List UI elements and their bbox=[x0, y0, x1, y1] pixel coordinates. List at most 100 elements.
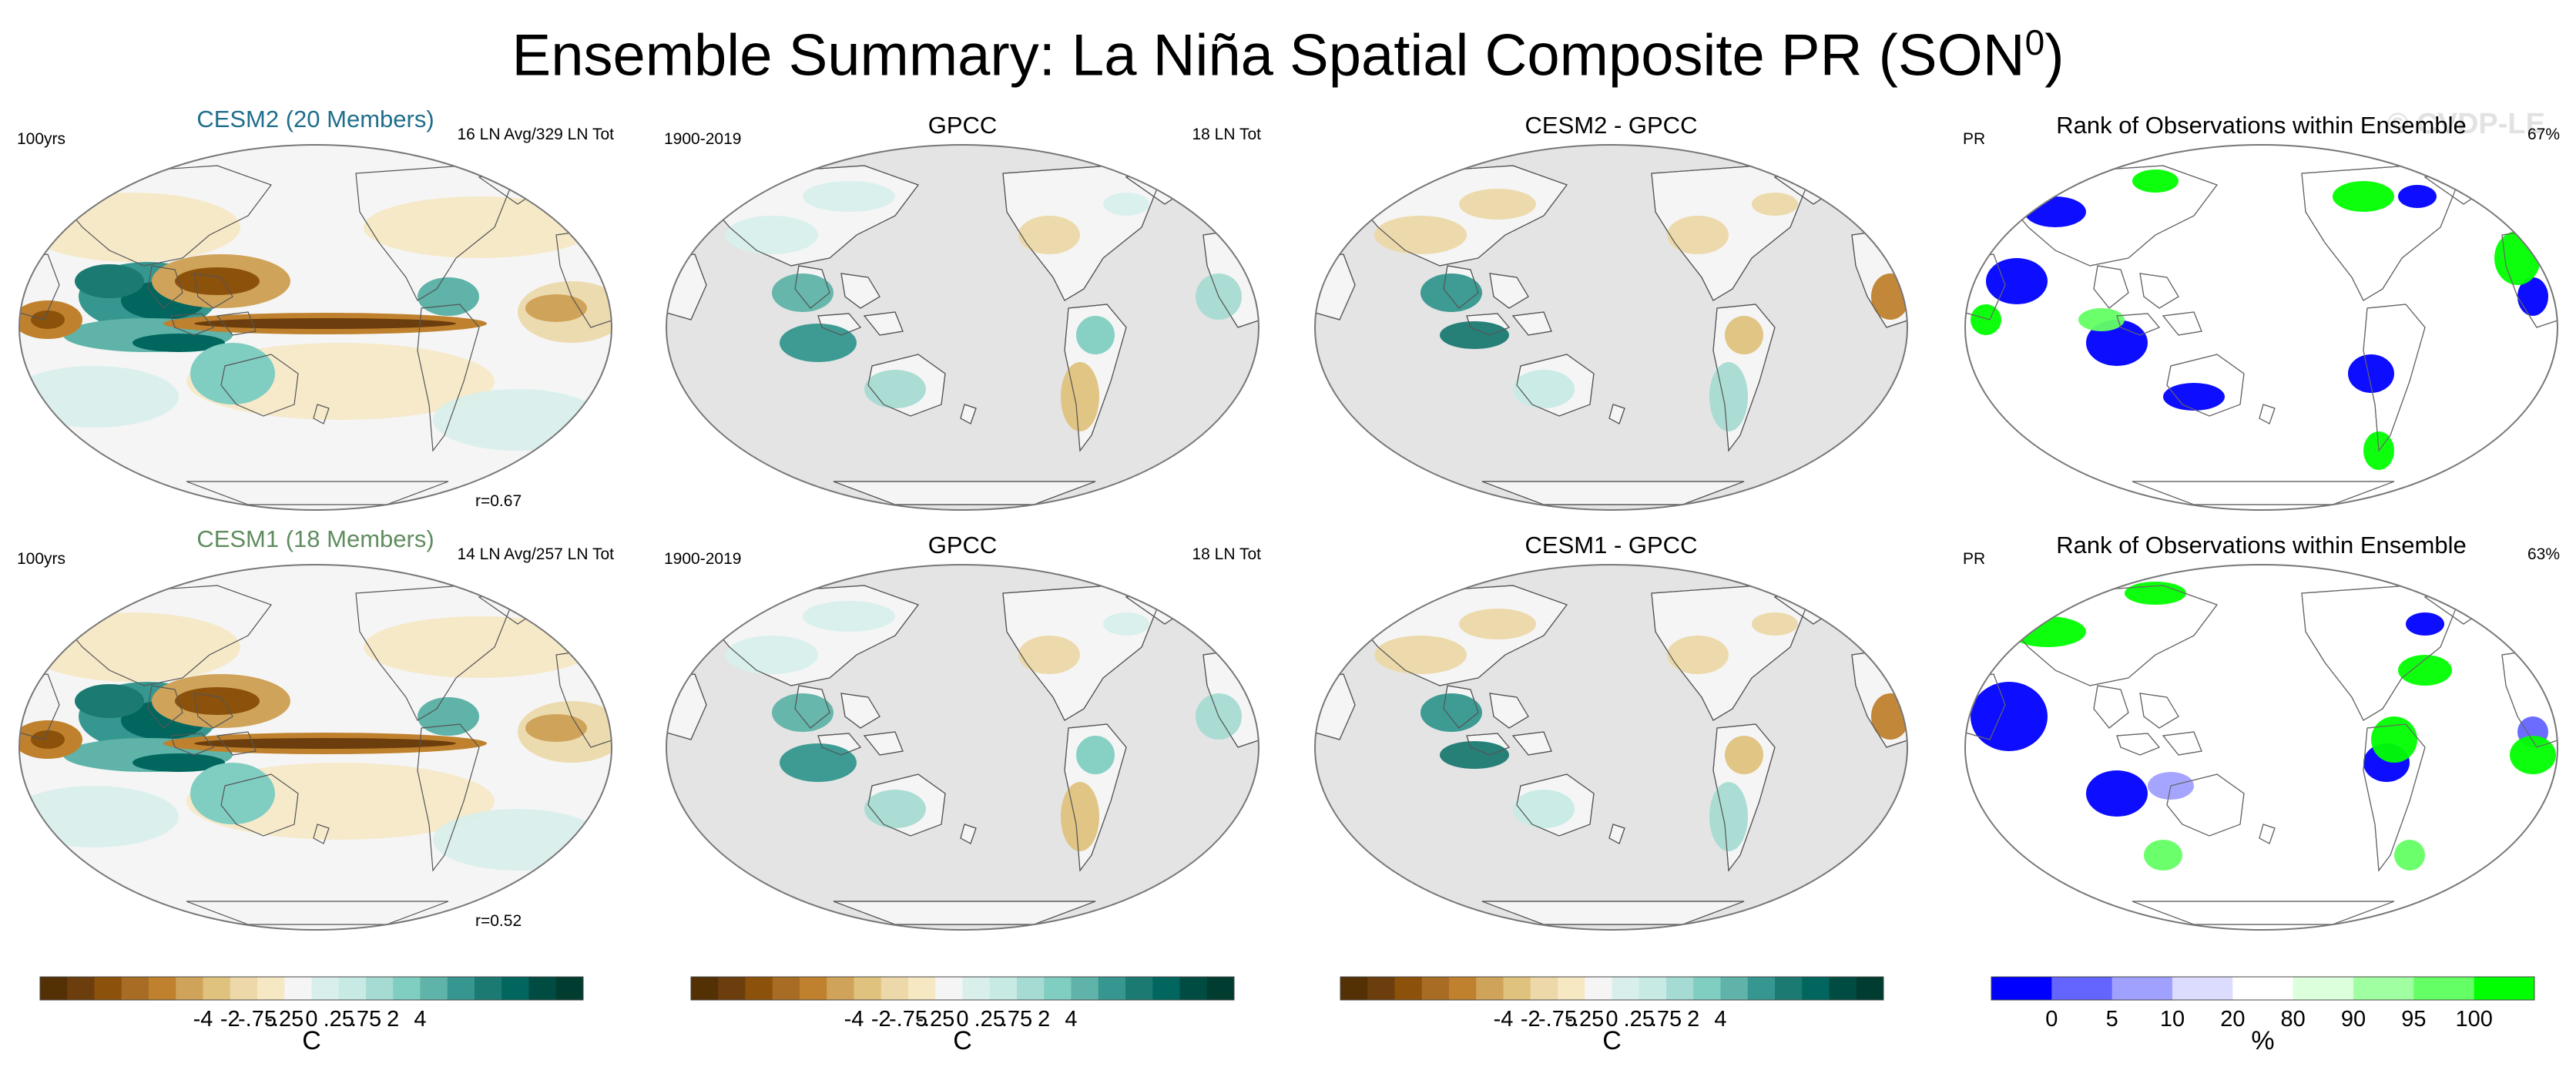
colorbar-swatch bbox=[2353, 977, 2414, 1000]
map-border bbox=[1964, 564, 2558, 931]
precip-anomaly-1 bbox=[1440, 741, 1509, 769]
land-outline-6 bbox=[960, 824, 977, 844]
colorbar-tick-label: -2 bbox=[1521, 1007, 1541, 1032]
panel-obs-row2: GPCC 1900-2019 18 LN Tot bbox=[664, 532, 1261, 948]
anomaly-blob bbox=[25, 193, 240, 262]
colorbar-tick-label: .25 bbox=[1624, 1007, 1655, 1032]
panel-left-label: PR bbox=[1963, 550, 1986, 568]
land-outline-6 bbox=[313, 824, 330, 844]
land-outline-5 bbox=[1516, 773, 1595, 837]
colorbar-swatch bbox=[827, 977, 854, 1000]
wet-anomaly-blob bbox=[75, 264, 144, 298]
colorbar-frame bbox=[690, 976, 1235, 1001]
wet-anomaly-blob bbox=[75, 684, 144, 718]
precip-anomaly-7 bbox=[1667, 636, 1729, 674]
map-border bbox=[666, 564, 1259, 931]
colorbar-diverging-3: -4 -2 -.75 -.25 0.25.75 2 4 C bbox=[1340, 976, 1884, 1062]
colorbar-diverging-1: -4 -2 -.75 -.25 0 .25.75 2 4 C bbox=[39, 976, 584, 1062]
colorbar-tick-label: 4 bbox=[414, 1007, 426, 1032]
colorbar-unit: C bbox=[953, 1026, 972, 1055]
colorbar-swatch bbox=[1394, 977, 1423, 1000]
precip-anomaly-3 bbox=[1374, 216, 1467, 254]
colorbar-swatch bbox=[1612, 977, 1640, 1000]
precip-anomaly-5 bbox=[1709, 362, 1748, 431]
colorbar-tick-label: -.75 bbox=[1538, 1007, 1577, 1032]
colorbar-tick-label: 2 bbox=[387, 1007, 399, 1032]
panel-left-label: 1900-2019 bbox=[664, 550, 742, 568]
land-outline-3 bbox=[2116, 313, 2160, 336]
colorbar-tick-label: .25 bbox=[324, 1007, 354, 1032]
colorbar-svg: -4 -2-.75-.25 0.25.75 2 4 bbox=[39, 976, 584, 1032]
land-outline-8 bbox=[2363, 304, 2426, 452]
precip-anomaly-2 bbox=[1513, 370, 1575, 408]
land-outline-8 bbox=[1064, 304, 1127, 452]
wet-anomaly-blob bbox=[190, 763, 275, 824]
precip-anomaly-4 bbox=[1459, 609, 1536, 639]
land-outline-5 bbox=[2166, 773, 2245, 837]
colorbar-swatch bbox=[2172, 977, 2233, 1000]
rank-low-blob-6 bbox=[2163, 383, 2225, 411]
land-outline-1 bbox=[1443, 685, 1479, 729]
land-outline-2 bbox=[2139, 273, 2179, 309]
precip-anomaly-6 bbox=[1076, 316, 1115, 354]
colorbar-tick-label: .75 bbox=[1001, 1007, 1032, 1032]
panel-right-label: 18 LN Tot bbox=[1192, 545, 1261, 563]
colorbar-swatch bbox=[1421, 977, 1450, 1000]
precip-anomaly-0 bbox=[772, 273, 834, 312]
colorbar-swatch bbox=[257, 977, 285, 1000]
colorbar-rank: 0 5 10 20 80 90 95 100% bbox=[1991, 976, 2535, 1062]
land-outline-6 bbox=[313, 404, 330, 424]
colorbar-swatch bbox=[203, 977, 231, 1000]
land-outline-2 bbox=[1489, 273, 1529, 309]
rank-low-blob-5 bbox=[2517, 277, 2548, 316]
map-model bbox=[18, 144, 612, 511]
panel-left-label: 100yrs bbox=[17, 550, 66, 568]
rank-low-blob-4 bbox=[2406, 612, 2444, 636]
colorbar-tick-label: 95 bbox=[2401, 1007, 2426, 1032]
rank-high-blob-0 bbox=[1978, 169, 2055, 208]
colorbar-swatch bbox=[1098, 977, 1126, 1000]
land-outline-3 bbox=[1466, 313, 1510, 336]
land-outline-1 bbox=[147, 265, 183, 309]
colorbar-swatch bbox=[284, 977, 312, 1000]
colorbar-swatch bbox=[1585, 977, 1612, 1000]
map-rank bbox=[1964, 144, 2558, 511]
precip-anomaly-4 bbox=[803, 601, 895, 632]
colorbar-swatch bbox=[311, 977, 340, 1000]
colorbar-swatch bbox=[2051, 977, 2113, 1000]
rank-high-blob-1 bbox=[2125, 582, 2186, 605]
colorbar-tick-label: -2 bbox=[220, 1007, 240, 1032]
colorbar-svg: -4 -2-.75-.25 0.25.75 2 4 bbox=[1340, 976, 1884, 1032]
colorbar-tick-label: 0 bbox=[956, 1007, 968, 1032]
land-outline-3 bbox=[1466, 733, 1510, 756]
wet-anomaly-blob bbox=[132, 334, 225, 352]
map-border bbox=[18, 564, 612, 931]
precip-anomaly-1 bbox=[780, 324, 857, 362]
colorbar-swatch bbox=[121, 977, 149, 1000]
colorbar-tick-label: 0 bbox=[2045, 1007, 2058, 1032]
colorbar-tick-label: -4 bbox=[844, 1007, 864, 1032]
land-outline-1 bbox=[794, 685, 830, 729]
panel-title: Rank of Observations within Ensemble bbox=[2056, 112, 2467, 139]
colorbar-swatch bbox=[528, 977, 557, 1000]
panel-right-label: 18 LN Tot bbox=[1192, 126, 1261, 143]
rank-low-blob-1 bbox=[2086, 770, 2148, 817]
colorbar-tick-label: 2 bbox=[1038, 1007, 1050, 1032]
colorbar-swatch bbox=[1071, 977, 1099, 1000]
colorbar-tick-label: 0 bbox=[1605, 1007, 1618, 1032]
colorbar-frame bbox=[39, 976, 584, 1001]
colorbar-swatch bbox=[880, 977, 909, 1000]
precip-anomaly-7 bbox=[1018, 216, 1080, 254]
precip-anomaly-0 bbox=[1420, 273, 1482, 312]
panel-title: CESM2 (20 Members) bbox=[196, 106, 434, 133]
land-outline-5 bbox=[867, 773, 946, 837]
rank-high-blob-3 bbox=[2494, 231, 2541, 285]
land-outline-4 bbox=[1511, 731, 1552, 756]
colorbar-swatch bbox=[230, 977, 258, 1000]
map-border bbox=[1314, 144, 1908, 511]
colorbar-swatch bbox=[1476, 977, 1504, 1000]
map-rank bbox=[1964, 564, 2558, 931]
panel-title: CESM2 - GPCC bbox=[1524, 112, 1698, 139]
colorbar-swatch bbox=[1367, 977, 1395, 1000]
colorbar-tick-label: -.75 bbox=[889, 1007, 927, 1032]
